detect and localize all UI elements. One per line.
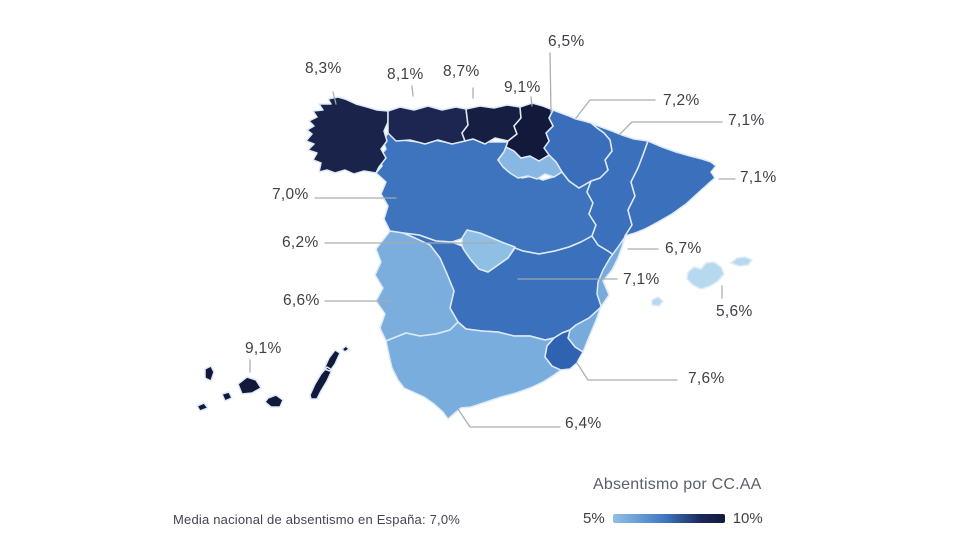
value-label-murcia: 7,6%	[688, 370, 725, 387]
value-label-la-rioja: 6,5%	[548, 33, 585, 50]
region-cataluna	[624, 140, 717, 237]
region-asturias	[387, 105, 469, 145]
leader-galicia	[332, 91, 337, 105]
national-average-note: Media nacional de absentismo en España: …	[173, 512, 461, 527]
value-label-galicia: 8,3%	[305, 60, 342, 77]
value-label-cataluna: 7,1%	[740, 169, 777, 186]
value-label-asturias: 8,1%	[387, 66, 424, 83]
legend-scale: 5% 10%	[583, 510, 763, 527]
leader-navarra	[575, 99, 656, 119]
leader-aragon	[619, 121, 723, 135]
value-label-madrid: 6,2%	[282, 234, 319, 251]
leader-pais-vasco	[530, 96, 533, 107]
value-label-pais-vasco: 9,1%	[504, 79, 541, 96]
legend-gradient-bar	[612, 514, 725, 523]
value-label-andalucia: 6,4%	[565, 415, 602, 432]
region-pais-vasco	[505, 102, 554, 162]
value-label-castilla-y-leon: 7,0%	[272, 186, 309, 203]
leader-asturias	[411, 85, 414, 97]
region-andalucia	[385, 321, 562, 420]
value-label-cantabria: 8,7%	[443, 63, 480, 80]
legend-title: Absentismo por CC.AA	[593, 476, 762, 493]
value-label-castilla-la-mancha: 7,1%	[623, 271, 660, 288]
leader-murcia	[576, 362, 678, 381]
value-label-comunidad-valenciana: 6,7%	[665, 240, 702, 257]
value-label-aragon: 7,1%	[728, 112, 765, 129]
leader-lines	[249, 52, 736, 428]
region-murcia	[544, 329, 584, 371]
value-label-navarra: 7,2%	[663, 92, 700, 109]
legend-max-label: 10%	[732, 510, 763, 527]
region-canarias	[196, 345, 350, 412]
value-label-extremadura: 6,6%	[283, 292, 320, 309]
map-regions	[196, 96, 753, 420]
leader-la-rioja	[549, 52, 552, 113]
leader-andalucia	[457, 408, 561, 428]
legend-min-label: 5%	[583, 510, 605, 527]
region-baleares	[651, 256, 753, 307]
region-galicia	[305, 96, 389, 175]
value-label-baleares: 5,6%	[716, 303, 753, 320]
value-label-canarias: 9,1%	[245, 340, 282, 357]
region-madrid	[461, 229, 516, 273]
